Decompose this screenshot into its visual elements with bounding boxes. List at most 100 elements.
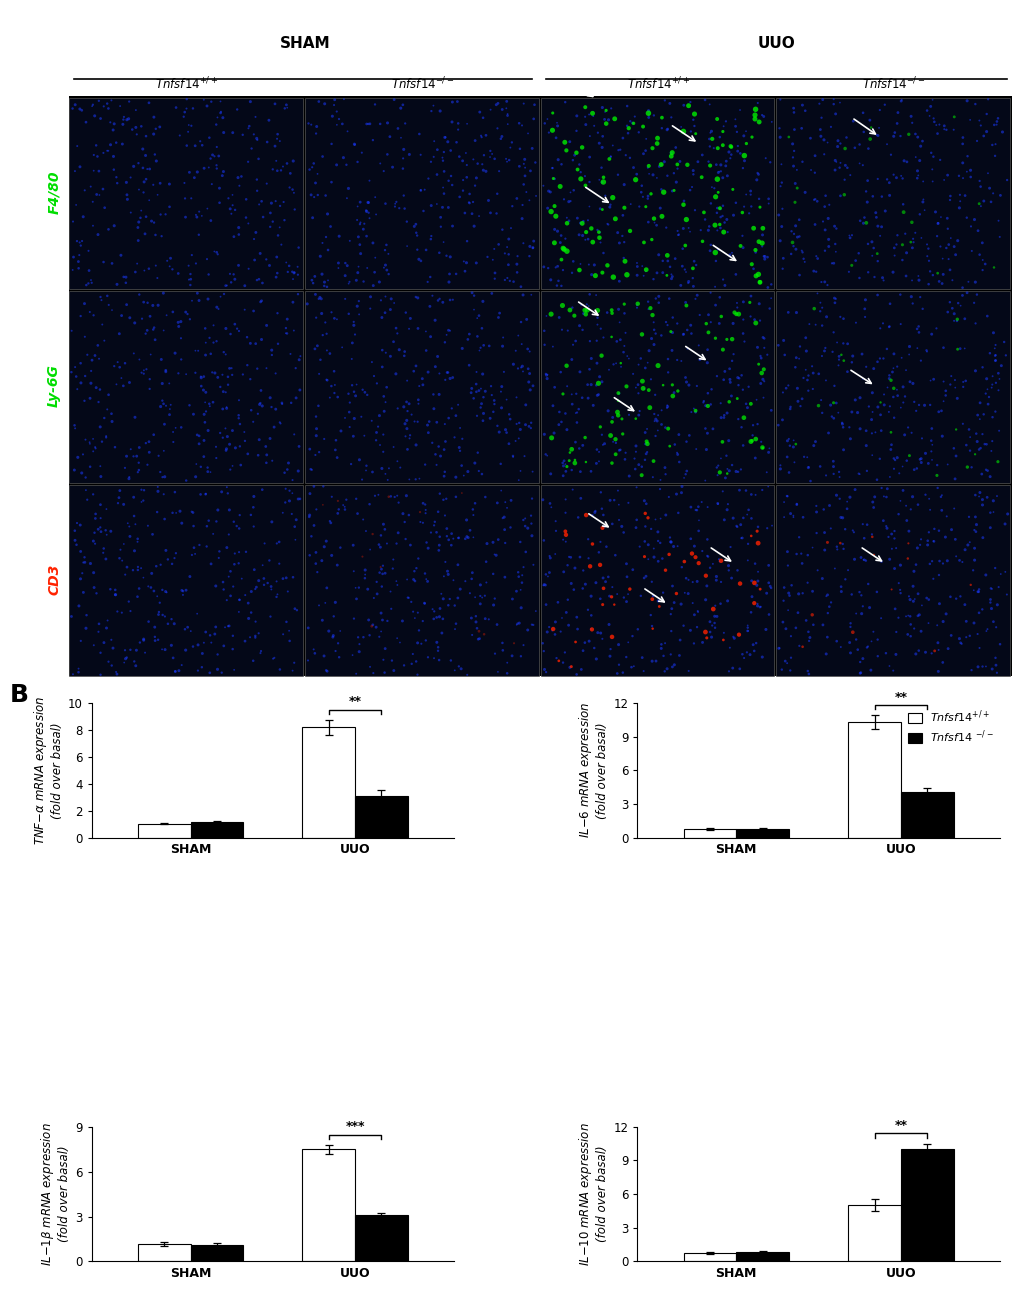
Point xyxy=(138,432,154,453)
Point xyxy=(813,297,829,318)
Point xyxy=(715,510,732,531)
Point xyxy=(221,615,237,636)
Point xyxy=(572,254,588,275)
Point xyxy=(933,553,950,574)
Bar xyxy=(191,1244,243,1261)
Point xyxy=(469,405,485,426)
Point xyxy=(760,555,776,576)
Point xyxy=(730,409,746,430)
Point xyxy=(450,527,467,548)
Point xyxy=(252,243,268,264)
Point xyxy=(615,335,632,356)
Point xyxy=(252,393,268,414)
Point xyxy=(863,382,879,403)
Point xyxy=(762,288,779,309)
Point xyxy=(981,466,998,487)
Point xyxy=(581,331,597,352)
Point xyxy=(877,515,894,536)
Point xyxy=(927,114,944,135)
Point xyxy=(409,225,425,246)
Point xyxy=(76,390,93,411)
Bar xyxy=(305,97,538,289)
Point xyxy=(893,91,909,112)
Point xyxy=(521,417,537,438)
Point xyxy=(150,184,166,205)
Point xyxy=(429,139,445,160)
Point xyxy=(852,585,868,606)
Point xyxy=(249,359,265,380)
Point xyxy=(977,459,994,480)
Point xyxy=(723,179,740,200)
Point xyxy=(789,226,805,247)
Point xyxy=(575,210,591,231)
Point xyxy=(581,126,597,147)
Point xyxy=(240,259,257,280)
Point xyxy=(118,109,135,130)
Point xyxy=(699,339,715,360)
Point xyxy=(309,561,325,582)
Point xyxy=(589,122,605,143)
Point xyxy=(962,167,978,188)
Point xyxy=(621,465,637,486)
Point xyxy=(473,464,489,485)
Point xyxy=(472,574,488,595)
Point xyxy=(698,545,714,566)
Point xyxy=(473,318,489,339)
Point xyxy=(837,519,853,540)
Point xyxy=(111,480,127,501)
Point xyxy=(209,244,225,265)
Point xyxy=(203,91,219,112)
Point xyxy=(215,636,231,657)
Point xyxy=(247,106,263,127)
Point xyxy=(117,267,133,288)
Point xyxy=(878,170,895,191)
Point xyxy=(610,233,627,254)
Point xyxy=(713,431,730,452)
Point xyxy=(245,650,261,671)
Point xyxy=(690,510,706,531)
Point xyxy=(574,578,590,599)
Point xyxy=(190,340,206,361)
Point xyxy=(478,572,494,593)
Point xyxy=(129,217,146,238)
Point xyxy=(755,359,771,380)
Point xyxy=(136,629,152,650)
Point xyxy=(231,589,248,610)
Point xyxy=(907,401,923,422)
Point xyxy=(74,444,91,465)
Point xyxy=(316,93,332,114)
Point xyxy=(904,238,920,259)
Point xyxy=(517,414,533,435)
Point xyxy=(648,167,664,188)
Point xyxy=(827,631,844,652)
Point xyxy=(945,120,961,141)
Point xyxy=(913,595,929,616)
Point xyxy=(910,604,926,625)
Point xyxy=(596,185,612,206)
Point xyxy=(828,539,845,560)
Point xyxy=(111,548,127,569)
Point xyxy=(779,486,795,507)
Point xyxy=(638,418,654,439)
Point xyxy=(179,616,196,637)
Point xyxy=(579,374,595,396)
Point xyxy=(783,243,799,264)
Point xyxy=(871,225,888,246)
Point xyxy=(639,292,655,313)
Point xyxy=(820,194,837,215)
Point xyxy=(928,263,945,284)
Point xyxy=(226,314,243,335)
Point xyxy=(327,439,343,460)
Point xyxy=(832,532,848,553)
Point xyxy=(511,413,527,434)
Point xyxy=(267,191,283,212)
Point xyxy=(702,283,718,304)
Point xyxy=(490,234,506,255)
Point xyxy=(727,116,743,137)
Point xyxy=(560,547,577,568)
Point xyxy=(371,627,387,648)
Point xyxy=(209,367,225,388)
Point xyxy=(919,453,935,474)
Point xyxy=(583,374,599,396)
Point xyxy=(942,586,958,607)
